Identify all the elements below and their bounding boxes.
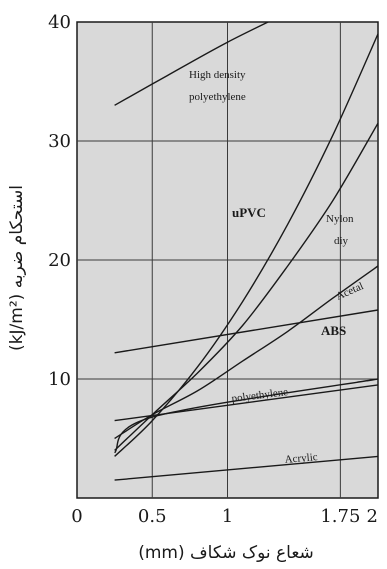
x-tick-label-2: 1 [222, 506, 233, 527]
label-abs: ABS [321, 323, 346, 338]
y-tick-label-3: 40 [48, 12, 71, 33]
series-line-acetal-3 [114, 265, 378, 440]
label-upvc: uPVC [232, 205, 266, 220]
x-tick-label-1: 0.5 [138, 506, 167, 527]
x-tick-label-0: 0 [71, 506, 82, 527]
label-hdpe-line1: High density [189, 69, 246, 81]
series-line-polyethylene-5 [114, 378, 378, 454]
series-line-unlabeled-7 [114, 384, 378, 422]
x-tick-label-3: 1.75 [320, 506, 360, 527]
label-hdpe-line2: polyethylene [189, 91, 246, 103]
x-axis-title: شعاع نوک شکاف (mm) [138, 543, 314, 563]
series-line-abs-4 [114, 309, 378, 354]
series-line-acrylic-6 [114, 455, 378, 481]
label-nylon: Nylon [326, 213, 354, 225]
tick-labels: 0 0.5 1 1.75 2 10 20 30 40 [48, 12, 378, 527]
label-acrylic: Acrylic [284, 451, 318, 466]
y-axis-title: استحکام ضربه (kJ/m²) [7, 185, 27, 351]
series-line-upvc-1 [114, 33, 378, 457]
series-line-high-density-polyethylene-0 [114, 22, 270, 106]
x-tick-label-4: 2 [367, 506, 378, 527]
label-nylon-dry: diy [334, 235, 349, 247]
y-tick-label-0: 10 [48, 369, 71, 390]
y-tick-label-2: 30 [48, 131, 71, 152]
grid-lines [77, 22, 378, 498]
series-lines [114, 22, 378, 481]
y-tick-label-1: 20 [48, 250, 71, 271]
